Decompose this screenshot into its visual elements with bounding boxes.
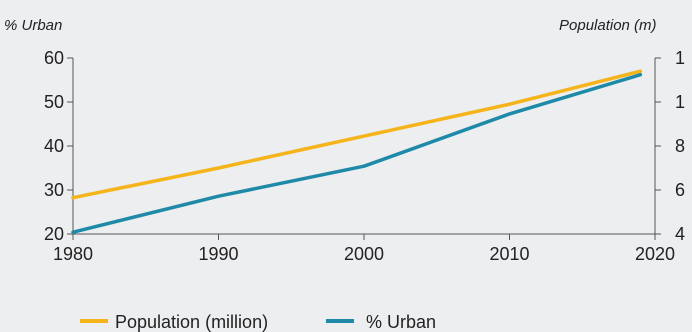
series-line-urban: [71, 72, 643, 234]
left-axis-ticks: 20 30 40 50 60: [44, 48, 73, 244]
axes: [72, 58, 656, 235]
legend: Population (million) % Urban: [80, 312, 436, 332]
legend-label-urban: % Urban: [366, 312, 436, 332]
legend-item-population: Population (million): [80, 312, 268, 332]
left-tick-label: 30: [44, 180, 64, 200]
x-tick-label: 2000: [344, 244, 384, 264]
legend-item-urban: % Urban: [326, 312, 436, 332]
right-tick-label: 4: [675, 224, 685, 244]
right-tick-label: 6: [675, 180, 685, 200]
right-axis-title: Population (m): [559, 17, 657, 34]
left-tick-label: 20: [44, 224, 64, 244]
x-tick-label: 1990: [198, 244, 238, 264]
x-axis-ticks: 1980 1990 2000 2010 2020: [53, 234, 675, 264]
right-tick-label: 1: [675, 92, 685, 112]
left-tick-label: 60: [44, 48, 64, 68]
legend-label-population: Population (million): [115, 312, 268, 332]
left-tick-label: 50: [44, 92, 64, 112]
right-tick-label: 8: [675, 136, 685, 156]
left-axis-title: % Urban: [4, 17, 62, 34]
x-tick-label: 1980: [53, 244, 93, 264]
left-tick-label: 40: [44, 136, 64, 156]
series-line-population: [71, 69, 643, 200]
x-tick-label: 2020: [635, 244, 675, 264]
right-tick-label: 1: [675, 48, 685, 68]
x-tick-label: 2010: [489, 244, 529, 264]
series-layer: [71, 69, 643, 234]
right-axis-ticks: 4 6 8 1 1: [655, 48, 685, 244]
